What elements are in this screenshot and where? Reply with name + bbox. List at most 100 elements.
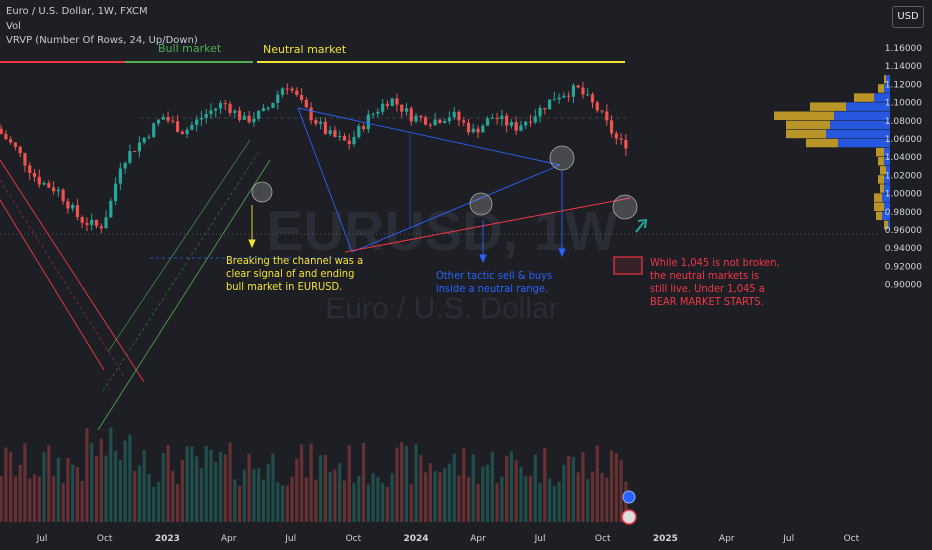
event-icon-globe[interactable] xyxy=(622,490,636,504)
volume-bar xyxy=(137,465,142,522)
price-tick-label: 1.16000 xyxy=(885,44,922,54)
candle-body xyxy=(9,139,13,143)
candle-body xyxy=(466,122,471,133)
svg-text:still live. Under 1,045 a: still live. Under 1,045 a xyxy=(650,282,765,295)
candle-body xyxy=(295,90,299,96)
candle-body xyxy=(142,137,146,143)
candle-body xyxy=(123,162,127,169)
time-tick-label: Oct xyxy=(595,534,611,544)
volume-bar xyxy=(9,451,13,522)
candle-body xyxy=(109,200,113,218)
vrvp-indicator-label[interactable]: VRVP (Number Of Rows, 24, Up/Down) xyxy=(6,35,198,46)
candle-body xyxy=(195,119,199,125)
watermark-name: Euro / U.S. Dollar xyxy=(325,292,558,325)
svg-text:inside a neutral range.: inside a neutral range. xyxy=(436,282,548,295)
volume-bar xyxy=(333,469,337,522)
volume-bar xyxy=(190,446,194,522)
candle-body xyxy=(218,103,223,109)
time-axis[interactable]: Jul Oct 2023 Apr Jul Oct 2024 Apr Jul Oct 2025 Apr J… xyxy=(36,534,860,544)
volume-bar xyxy=(524,476,528,522)
candle-body xyxy=(543,107,547,110)
currency-button[interactable]: USD xyxy=(892,6,924,28)
candle-body xyxy=(328,130,332,134)
volume-bar xyxy=(4,447,8,522)
volume-bar xyxy=(366,484,370,522)
profile-bar-up xyxy=(878,84,884,93)
volume-bar xyxy=(395,447,399,522)
profile-bar-down xyxy=(886,166,890,175)
candle-body xyxy=(304,99,308,108)
volume-bar xyxy=(400,442,404,522)
candle-body xyxy=(562,95,566,98)
candle-body xyxy=(462,120,466,123)
candle-body xyxy=(99,226,103,229)
time-tick-label: Oct xyxy=(97,534,113,544)
candle-body xyxy=(476,128,480,133)
time-tick-label: Oct xyxy=(346,534,362,544)
candle-body xyxy=(147,136,151,138)
volume-bar xyxy=(266,464,270,522)
profile-bar-down xyxy=(830,120,890,130)
candle-body xyxy=(485,118,490,126)
candle-body xyxy=(438,119,442,123)
volume-bar xyxy=(304,477,308,522)
candle-body xyxy=(419,115,423,118)
candle-body xyxy=(271,102,275,108)
candle-body xyxy=(80,217,84,223)
profile-bar-up xyxy=(810,102,846,111)
volume-bar xyxy=(161,452,165,522)
volume-bar xyxy=(180,459,184,522)
candle-body xyxy=(571,85,576,97)
candle-body xyxy=(519,125,523,131)
profile-bar-down xyxy=(884,175,890,184)
time-tick-label: Apr xyxy=(719,534,735,544)
volume-bar xyxy=(214,462,218,522)
candle-body xyxy=(581,87,585,95)
price-axis[interactable]: 1.16000 1.14000 1.12000 1.10000 1.08000 1.060… xyxy=(885,44,922,291)
volume-bar xyxy=(271,453,275,522)
volume-bar xyxy=(61,482,65,522)
volume-bar xyxy=(113,450,118,522)
volume-bar xyxy=(404,445,409,522)
candle-body xyxy=(390,98,394,106)
candle-body xyxy=(452,111,456,118)
volume-bar xyxy=(252,469,256,522)
svg-text:Other tactic sell & buys: Other tactic sell & buys xyxy=(436,269,552,282)
candle-body xyxy=(590,94,595,103)
projection-arrow-icon xyxy=(635,218,648,233)
tactic-note: Other tactic sell & buys inside a neutra… xyxy=(436,269,552,295)
candle-body xyxy=(51,187,56,192)
volume-bar xyxy=(605,477,609,522)
candle-body xyxy=(557,97,561,100)
profile-bar-down xyxy=(884,147,890,157)
volume-bar xyxy=(142,450,146,522)
profile-bar-down xyxy=(884,157,890,166)
down-channel-upper xyxy=(0,159,145,383)
candle-body xyxy=(161,116,165,120)
volume-bar xyxy=(309,443,313,522)
breakout-circle-2 xyxy=(469,192,493,216)
volume-bar xyxy=(0,476,3,522)
candle-body xyxy=(319,121,323,124)
event-icon-us-flag[interactable] xyxy=(621,509,637,525)
candle-body xyxy=(56,189,60,192)
volume-indicator-label[interactable]: Vol xyxy=(6,21,21,32)
volume-bar xyxy=(18,465,22,522)
candle-body xyxy=(366,114,370,130)
volume-bar xyxy=(223,454,227,522)
volume-bar xyxy=(299,444,304,522)
candle-body xyxy=(309,107,313,121)
candle-body xyxy=(314,120,318,124)
candle-body xyxy=(414,115,418,122)
volume-bar xyxy=(466,476,471,522)
candle-body xyxy=(514,122,518,131)
volume-bar xyxy=(90,443,94,522)
profile-bar-down xyxy=(874,93,890,102)
candle-body xyxy=(376,111,380,114)
volume-bar xyxy=(457,475,461,522)
profile-bar-down xyxy=(882,211,890,221)
down-arrow-tactic-1 xyxy=(479,220,487,264)
volume-bar xyxy=(619,460,623,522)
candle-body xyxy=(404,108,409,112)
